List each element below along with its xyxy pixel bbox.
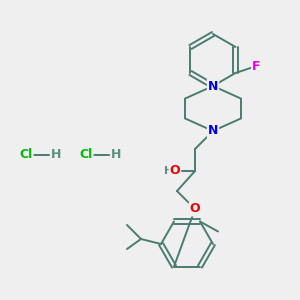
Text: Cl: Cl [20,148,33,161]
Text: H: H [51,148,61,161]
Text: N: N [208,80,218,92]
Text: F: F [252,59,261,73]
Text: H: H [164,166,174,176]
Text: O: O [190,202,200,215]
Text: H: H [111,148,121,161]
Text: N: N [208,124,218,137]
Text: Cl: Cl [80,148,93,161]
Text: O: O [170,164,180,178]
